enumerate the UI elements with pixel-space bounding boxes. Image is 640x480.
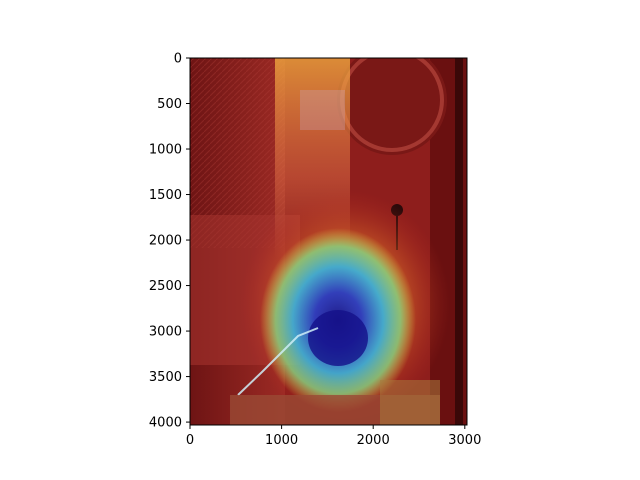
street-bottom-right	[380, 380, 440, 425]
y-tick-label: 3000	[149, 325, 182, 340]
y-tick-label: 500	[157, 97, 182, 112]
y-tick-label: 1500	[149, 188, 182, 203]
sky-patch	[300, 90, 345, 130]
light-streak	[237, 327, 319, 396]
x-tick-label: 0	[186, 433, 194, 448]
y-axis: 0 500 1000 1500 2000 2500 3000 3500 4000	[149, 52, 190, 431]
x-tick-label: 1000	[265, 433, 298, 448]
heatmap-image	[190, 58, 467, 425]
y-tick-label: 0	[174, 52, 182, 67]
x-tick-label: 3000	[448, 433, 481, 448]
y-tick-label: 2000	[149, 234, 182, 249]
right-pole	[455, 58, 463, 425]
heat-hotspot-core	[308, 310, 368, 366]
y-tick-label: 3500	[149, 370, 182, 385]
sign-disc	[337, 58, 447, 155]
x-tick-label: 2000	[357, 433, 390, 448]
axes-frame	[189, 57, 468, 426]
y-tick-label: 1000	[149, 143, 182, 158]
y-tick-label: 2500	[149, 279, 182, 294]
y-tick-label: 4000	[149, 416, 182, 431]
x-axis: 0 1000 2000 3000	[186, 425, 481, 448]
